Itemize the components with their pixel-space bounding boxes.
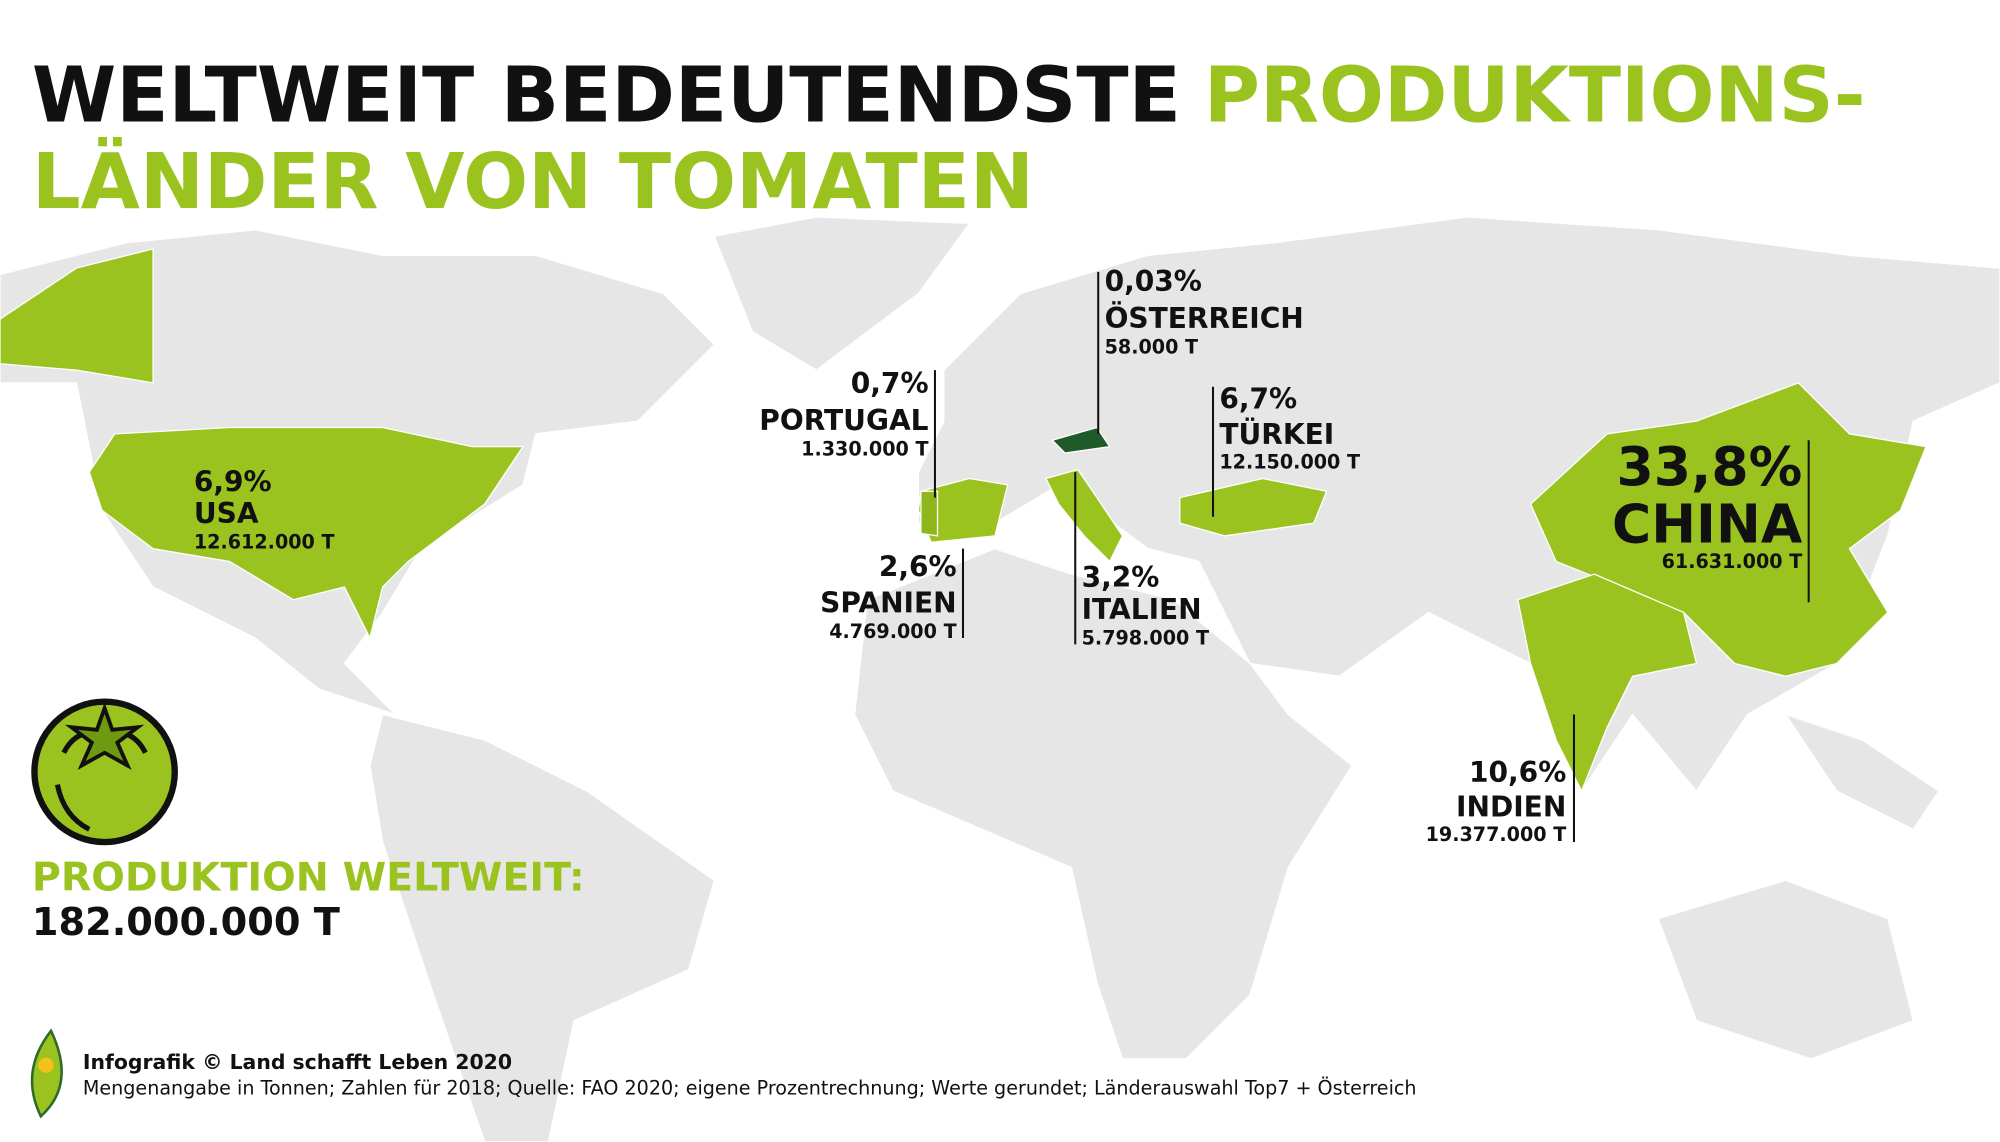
country-percent: 10,6%: [1469, 756, 1566, 789]
country-amount: 12.612.000 T: [194, 531, 335, 554]
logo: [30, 1028, 63, 1119]
country-percent: 2,6%: [879, 551, 957, 584]
country-amount: 61.631.000 T: [1662, 550, 1803, 573]
total-label: PRODUKTION WELTWEIT:: [32, 855, 585, 901]
total-value: 182.000.000 T: [32, 900, 340, 945]
world-map: [0, 216, 2000, 1142]
title-black: WELTWEIT BEDEUTENDSTE: [32, 51, 1181, 140]
title-green: PRODUKTIONS-: [1204, 51, 1866, 140]
country-amount: 58.000 T: [1105, 336, 1199, 359]
country-percent: 0,7%: [851, 367, 929, 400]
country-percent: 6,9%: [194, 465, 272, 498]
country-percent: 33,8%: [1616, 435, 1802, 498]
title-line-1: WELTWEIT BEDEUTENDSTE PRODUKTIONS-: [32, 51, 1866, 140]
tomato-icon: [31, 698, 178, 846]
footer-credit: Infografik © Land schafft Leben 2020: [83, 1050, 512, 1074]
country-name: INDIEN: [1456, 791, 1566, 824]
country-name: SPANIEN: [820, 586, 956, 619]
country-name: TÜRKEI: [1219, 417, 1334, 451]
country-name: USA: [194, 497, 259, 530]
country-amount: 12.150.000 T: [1219, 450, 1360, 473]
country-amount: 4.769.000 T: [829, 620, 956, 643]
country-amount: 5.798.000 T: [1082, 626, 1209, 649]
country-amount: 19.377.000 T: [1426, 823, 1567, 846]
country-name: CHINA: [1612, 492, 1803, 555]
country-percent: 6,7%: [1219, 382, 1297, 415]
footer-note: Mengenangabe in Tonnen; Zahlen für 2018;…: [83, 1077, 1417, 1100]
country-name: ITALIEN: [1082, 593, 1202, 626]
country-name: ÖSTERREICH: [1105, 301, 1304, 335]
title-line-2: LÄNDER VON TOMATEN: [32, 137, 1034, 227]
country-percent: 3,2%: [1082, 561, 1160, 594]
country-name: PORTUGAL: [759, 404, 928, 437]
country-amount: 1.330.000 T: [801, 438, 928, 461]
country-percent: 0,03%: [1105, 265, 1202, 298]
